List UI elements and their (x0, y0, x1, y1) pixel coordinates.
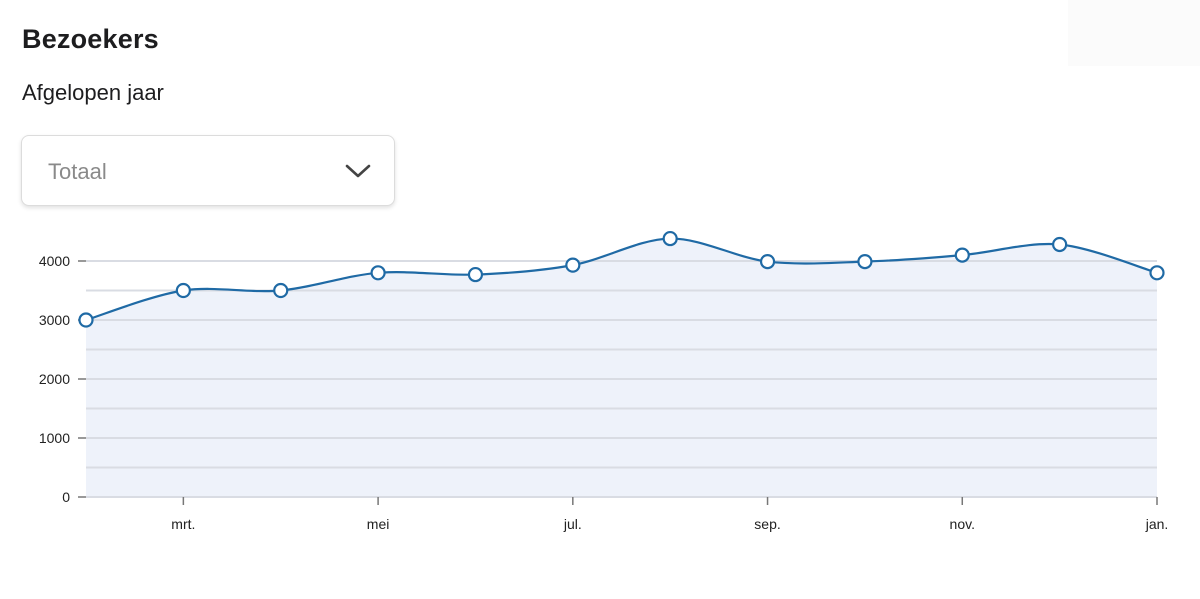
y-tick-label: 3000 (39, 312, 70, 328)
y-tick-label: 0 (62, 489, 70, 505)
filter-selected-value: Totaal (48, 159, 107, 184)
card-title: Bezoekers (22, 24, 159, 54)
y-tick-label: 1000 (39, 430, 70, 446)
x-tick-label: jan. (1145, 516, 1169, 532)
data-point[interactable] (1052, 236, 1068, 253)
data-point[interactable] (857, 253, 873, 270)
x-tick-label: sep. (754, 516, 780, 532)
data-point[interactable] (565, 257, 581, 273)
x-tick-label: jul. (563, 516, 582, 532)
corner-panel (1068, 0, 1200, 66)
x-tick-label: mrt. (171, 516, 195, 532)
y-tick-label: 2000 (39, 371, 70, 387)
data-point[interactable] (370, 265, 386, 281)
area-fill (86, 238, 1157, 497)
data-point[interactable] (662, 230, 678, 247)
data-point[interactable] (175, 282, 191, 299)
chevron-down-icon (345, 164, 371, 178)
card-subtitle: Afgelopen jaar (22, 80, 164, 105)
visitors-chart: 0 1000 2000 3000 4000 mrt. mei jul. sep. nov. jan. (39, 230, 1169, 532)
data-point[interactable] (759, 253, 776, 270)
data-point[interactable] (273, 282, 289, 299)
data-point[interactable] (1149, 265, 1165, 281)
filter-dropdown[interactable]: Totaal (21, 135, 395, 206)
y-tick-label: 4000 (39, 253, 70, 269)
data-point[interactable] (954, 247, 970, 263)
x-tick-label: mei (367, 516, 390, 532)
series-line (85, 237, 1158, 322)
x-tick-label: nov. (950, 516, 975, 532)
data-point[interactable] (78, 312, 94, 328)
data-point[interactable] (467, 266, 484, 283)
